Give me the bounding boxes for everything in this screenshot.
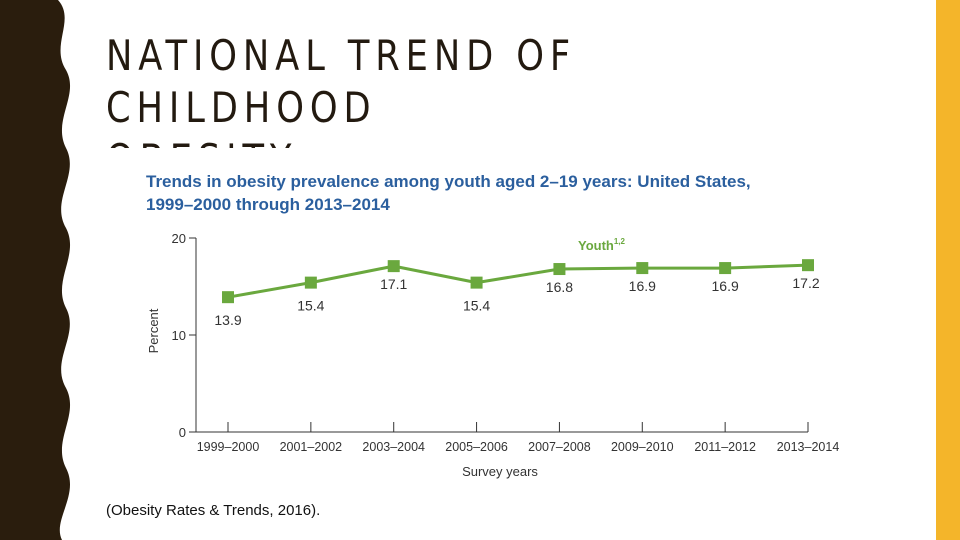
data-point-marker (719, 262, 732, 275)
y-tick-label: 20 (172, 231, 186, 246)
data-value-label: 16.8 (546, 279, 573, 295)
decorative-accent-band (936, 0, 960, 540)
data-value-label: 15.4 (463, 298, 490, 314)
chart-title-line-2: 1999–2000 through 2013–2014 (146, 195, 390, 214)
data-point-marker (636, 262, 649, 275)
obesity-trend-line-chart: Trends in obesity prevalence among youth… (146, 172, 840, 479)
data-value-label: 16.9 (712, 278, 739, 294)
series-line-youth (227, 263, 809, 299)
data-point-marker (553, 263, 566, 276)
data-value-label: 13.9 (214, 312, 241, 328)
chart-title-line-1: Trends in obesity prevalence among youth… (146, 172, 751, 191)
data-value-label: 17.1 (380, 276, 407, 292)
data-point-marker (387, 260, 400, 273)
y-tick-label: 10 (172, 328, 186, 343)
y-tick-label: 0 (179, 425, 186, 440)
x-tick-label: 2003–2004 (362, 440, 425, 454)
data-point-marker (304, 276, 317, 289)
x-tick-label: 2005–2006 (445, 440, 508, 454)
data-point-marker (222, 291, 234, 304)
decorative-dark-band (0, 0, 71, 540)
x-tick-label: 2011–2012 (694, 440, 756, 454)
x-tick-label: 2009–2010 (611, 440, 674, 454)
data-value-label: 16.9 (629, 278, 656, 294)
x-axis-label: Survey years (462, 464, 538, 479)
x-tick-label: 2001–2002 (280, 440, 343, 454)
series-name-label: Youth1,2 (578, 237, 626, 253)
plot-area: 0 10 20 1999–2000 2001–2002 2003–2004 2005–200… (172, 231, 840, 454)
data-value-label: 17.2 (792, 275, 819, 291)
citation-text: (Obesity Rates & Trends, 2016). (106, 502, 321, 519)
slide-title-line-1: NATIONAL TREND OF CHILDHOOD (106, 31, 577, 132)
y-axis-label: Percent (146, 308, 161, 353)
data-value-label: 15.4 (297, 298, 324, 314)
x-tick-label: 2013–2014 (777, 440, 840, 454)
chart-panel: Trends in obesity prevalence among youth… (100, 148, 900, 480)
x-tick-label: 2007–2008 (528, 440, 591, 454)
data-point-marker (802, 259, 814, 272)
series-name-superscript: 1,2 (614, 237, 626, 246)
data-point-marker (470, 276, 483, 289)
x-tick-label: 1999–2000 (197, 440, 260, 454)
